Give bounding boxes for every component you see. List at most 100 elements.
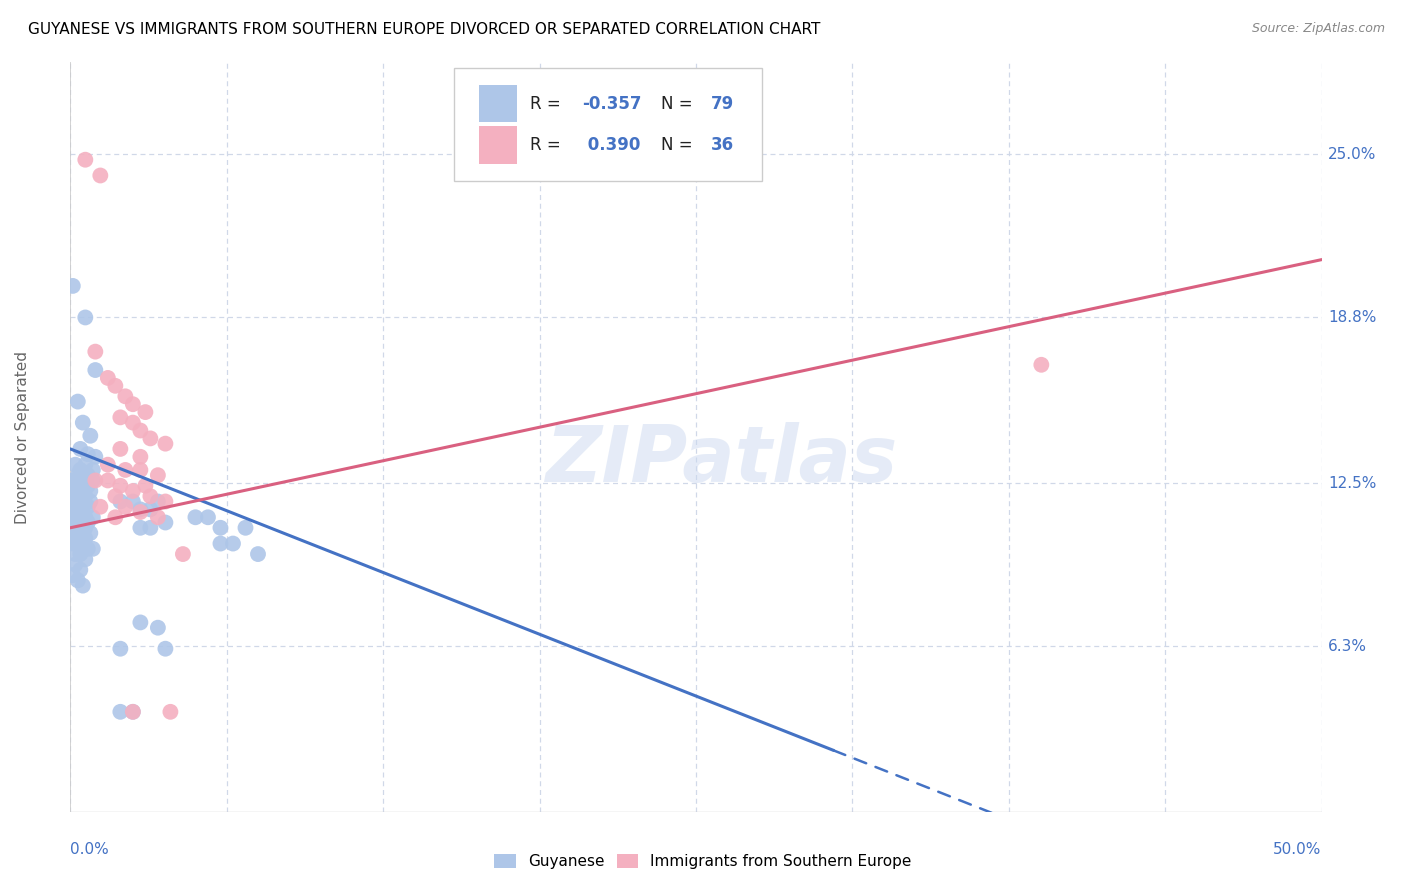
Text: Divorced or Separated: Divorced or Separated bbox=[15, 351, 31, 524]
Point bbox=[197, 510, 219, 524]
Point bbox=[72, 416, 94, 430]
Text: ZIPatlas: ZIPatlas bbox=[546, 422, 897, 498]
Text: 12.5%: 12.5% bbox=[1327, 475, 1376, 491]
Point bbox=[65, 531, 87, 545]
Point bbox=[72, 536, 94, 550]
Point bbox=[65, 558, 87, 572]
Point bbox=[75, 489, 97, 503]
Text: N =: N = bbox=[661, 95, 697, 112]
Text: 50.0%: 50.0% bbox=[1274, 842, 1322, 856]
Point bbox=[66, 526, 89, 541]
Text: 25.0%: 25.0% bbox=[1327, 147, 1376, 162]
Point bbox=[134, 405, 156, 419]
Point bbox=[82, 463, 104, 477]
Legend: Guyanese, Immigrants from Southern Europe: Guyanese, Immigrants from Southern Europ… bbox=[488, 847, 918, 875]
Point bbox=[65, 521, 87, 535]
Point bbox=[110, 479, 132, 493]
Point bbox=[121, 705, 145, 719]
Point bbox=[84, 363, 107, 377]
Point bbox=[82, 474, 104, 488]
Point bbox=[82, 541, 104, 556]
Point bbox=[121, 483, 145, 498]
Text: 6.3%: 6.3% bbox=[1327, 639, 1367, 654]
Point bbox=[129, 502, 152, 516]
Text: R =: R = bbox=[530, 95, 565, 112]
Point bbox=[247, 547, 270, 561]
Point bbox=[184, 510, 207, 524]
Point bbox=[84, 344, 107, 359]
Point bbox=[79, 494, 101, 508]
Point bbox=[139, 431, 162, 445]
Point bbox=[155, 436, 177, 450]
Point bbox=[209, 521, 232, 535]
Point bbox=[65, 458, 87, 472]
Point bbox=[146, 621, 169, 635]
Point bbox=[110, 494, 132, 508]
Point bbox=[114, 463, 136, 477]
Point bbox=[129, 615, 152, 630]
Point bbox=[66, 474, 89, 488]
Point bbox=[121, 416, 145, 430]
Point bbox=[79, 429, 101, 443]
Point bbox=[129, 450, 152, 464]
Text: 79: 79 bbox=[711, 95, 734, 112]
Point bbox=[79, 483, 101, 498]
Point bbox=[110, 410, 132, 425]
Point bbox=[82, 510, 104, 524]
Point bbox=[65, 547, 87, 561]
Point bbox=[62, 483, 84, 498]
Point bbox=[114, 389, 136, 403]
FancyBboxPatch shape bbox=[454, 68, 762, 181]
Text: R =: R = bbox=[530, 136, 565, 153]
Point bbox=[66, 516, 89, 530]
Text: 0.390: 0.390 bbox=[582, 136, 641, 153]
Point bbox=[159, 705, 181, 719]
Point bbox=[110, 705, 132, 719]
Point bbox=[76, 500, 98, 514]
Point bbox=[155, 494, 177, 508]
Point bbox=[97, 474, 120, 488]
Point bbox=[75, 552, 97, 566]
Point bbox=[129, 424, 152, 438]
Bar bbox=[479, 85, 517, 122]
Point bbox=[72, 505, 94, 519]
Point bbox=[66, 536, 89, 550]
Point bbox=[76, 516, 98, 530]
Point bbox=[139, 489, 162, 503]
Point bbox=[75, 458, 97, 472]
Point bbox=[235, 521, 257, 535]
Point bbox=[69, 500, 91, 514]
Text: Source: ZipAtlas.com: Source: ZipAtlas.com bbox=[1251, 22, 1385, 36]
Point bbox=[69, 479, 91, 493]
Point bbox=[72, 468, 94, 483]
Point bbox=[75, 510, 97, 524]
Point bbox=[69, 510, 91, 524]
Point bbox=[62, 516, 84, 530]
Point bbox=[134, 479, 156, 493]
Point bbox=[172, 547, 194, 561]
Text: -0.357: -0.357 bbox=[582, 95, 641, 112]
Text: 18.8%: 18.8% bbox=[1327, 310, 1376, 325]
Point bbox=[84, 450, 107, 464]
Point bbox=[72, 516, 94, 530]
Point bbox=[72, 494, 94, 508]
Point bbox=[65, 489, 87, 503]
Point bbox=[110, 641, 132, 656]
Point bbox=[222, 536, 245, 550]
Bar bbox=[479, 126, 517, 163]
Point bbox=[75, 474, 97, 488]
Point bbox=[76, 541, 98, 556]
Point bbox=[62, 279, 84, 293]
Point bbox=[62, 474, 84, 488]
Point bbox=[62, 526, 84, 541]
Point bbox=[75, 153, 97, 167]
Point bbox=[72, 579, 94, 593]
Point bbox=[129, 505, 152, 519]
Point bbox=[155, 516, 177, 530]
Point bbox=[72, 483, 94, 498]
Point bbox=[62, 505, 84, 519]
Point bbox=[66, 394, 89, 409]
Point bbox=[121, 705, 145, 719]
Point bbox=[155, 641, 177, 656]
Point bbox=[65, 479, 87, 493]
